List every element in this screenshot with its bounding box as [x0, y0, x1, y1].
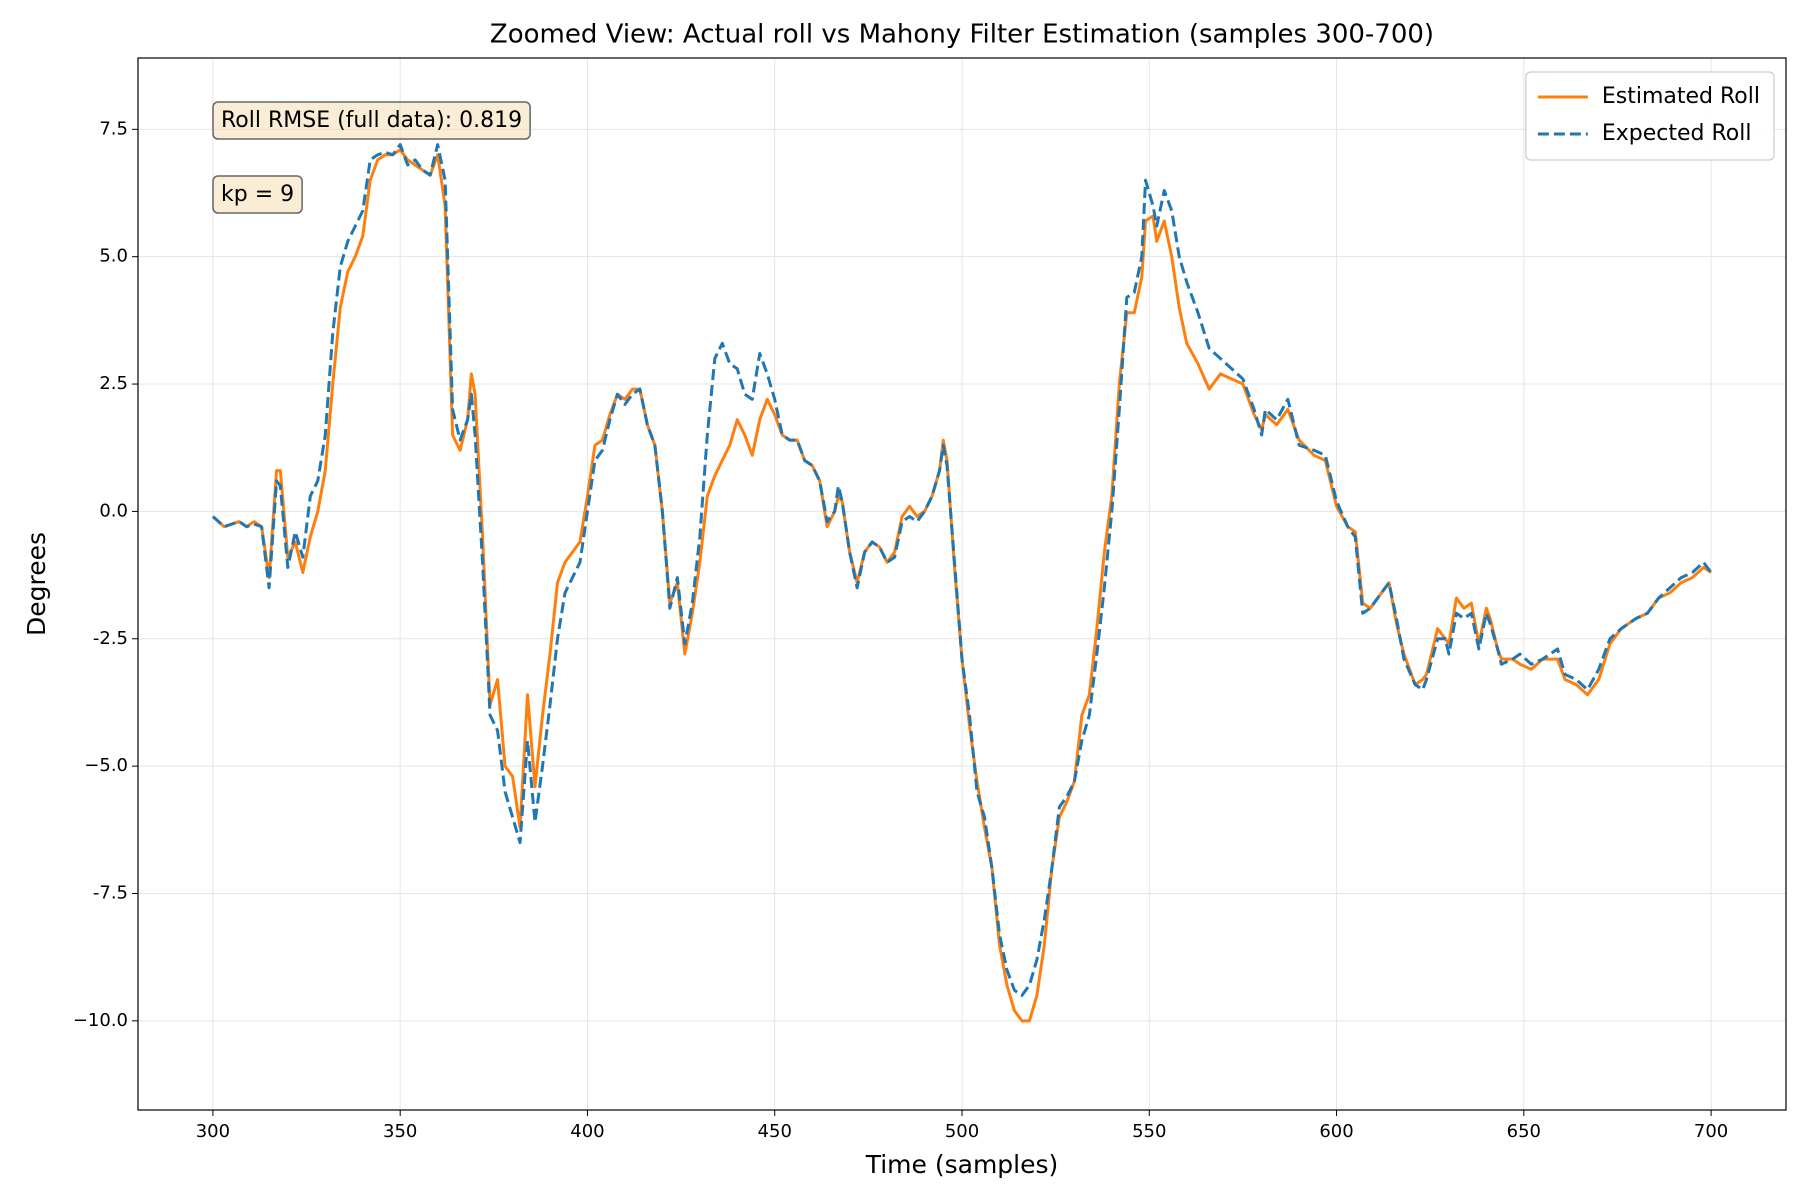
x-axis-label: Time (samples) [865, 1150, 1059, 1179]
plot-frame [137, 57, 1787, 1111]
legend: Estimated Roll Expected Roll [1525, 71, 1775, 161]
legend-text: Estimated Roll [1602, 84, 1760, 109]
annotation-box [212, 101, 531, 140]
series-line [211, 143, 1713, 997]
x-tick-label: 650 [1507, 1121, 1541, 1142]
series-line [211, 148, 1712, 1023]
x-tick-label: 300 [196, 1121, 230, 1142]
legend-box [1525, 71, 1775, 161]
x-tick-label: 700 [1694, 1121, 1728, 1142]
x-tick-label: 600 [1319, 1121, 1353, 1142]
y-tick-label: −5.0 [84, 755, 128, 776]
y-tick-label: −10.0 [73, 1010, 128, 1031]
chart-title: Zoomed View: Actual roll vs Mahony Filte… [490, 20, 1434, 50]
y-tick-label: 0.0 [99, 500, 128, 521]
y-tick-label: 2.5 [99, 373, 128, 394]
y-tick-label: 7.5 [99, 118, 128, 139]
y-tick-label: 5.0 [99, 246, 128, 267]
y-tick-label: -2.5 [93, 628, 128, 649]
annotation-text: Roll RMSE (full data): 0.819 [221, 108, 522, 133]
x-tick-label: 450 [758, 1121, 792, 1142]
x-tick-label: 500 [945, 1121, 979, 1142]
x-tick-label: 550 [1132, 1121, 1166, 1142]
y-axis-label: Degrees [22, 532, 51, 636]
annotation-text: kp = 9 [221, 182, 294, 207]
legend-text: Expected Roll [1602, 121, 1752, 146]
x-tick-label: 350 [383, 1121, 417, 1142]
annotation-box [212, 175, 303, 214]
annotation: Roll RMSE (full data): 0.819 [212, 101, 531, 140]
x-tick-label: 400 [570, 1121, 604, 1142]
annotation: kp = 9 [212, 175, 303, 214]
y-tick-label: -7.5 [93, 882, 128, 903]
